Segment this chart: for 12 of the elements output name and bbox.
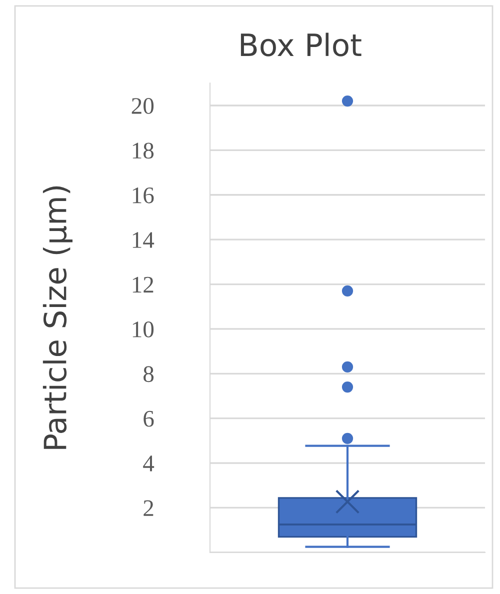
y-axis-title: Particle Size (µm) — [42, 186, 72, 449]
y-tick-label: 8 — [144, 366, 154, 382]
y-tick-label: 16 — [132, 187, 154, 204]
y-tick-label: 4 — [143, 456, 154, 472]
y-tick-label: 14 — [132, 232, 154, 248]
chart-title: Box Plot — [240, 32, 362, 56]
y-tick-label: 18 — [132, 142, 154, 159]
y-tick-label: 12 — [132, 276, 154, 292]
y-tick-label: 6 — [144, 410, 154, 427]
y-tick-label: 2 — [144, 500, 154, 516]
y-tick-label: 20 — [132, 98, 154, 114]
y-tick-label: 10 — [132, 321, 154, 338]
